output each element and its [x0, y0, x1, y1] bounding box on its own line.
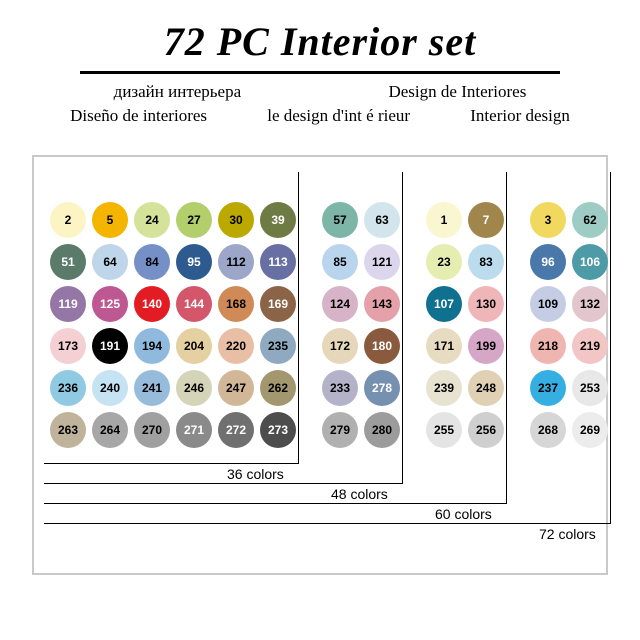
swatch-frame: 2524273039516484951121131191251401441681… — [32, 155, 608, 575]
subtitle: дизайн интерьера — [114, 82, 241, 102]
set-bracket — [44, 172, 611, 524]
subtitle: Interior design — [470, 106, 570, 126]
title-rule — [80, 71, 560, 74]
page-title: 72 PC Interior set — [0, 18, 640, 65]
subtitle-block: дизайн интерьера Design de Interiores Di… — [40, 82, 600, 126]
set-label: 72 colors — [539, 526, 596, 542]
subtitle: Diseño de interiores — [70, 106, 207, 126]
subtitle: Design de Interiores — [388, 82, 526, 102]
subtitle: le design d'int é rieur — [267, 106, 410, 126]
